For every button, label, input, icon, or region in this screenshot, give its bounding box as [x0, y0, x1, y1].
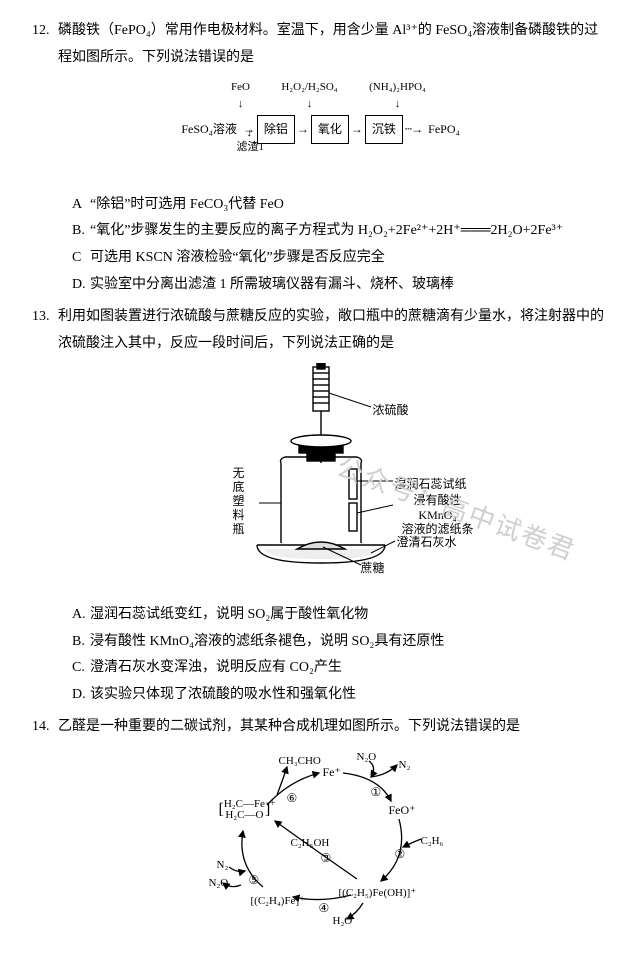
question-14: 14. 乙醛是一种重要的二碳试剂，其某种合成机理如图所示。下列说法错误的是	[32, 714, 609, 937]
q13-option-a: A.湿润石蕊试纸变红，说明 SO₂属于酸性氧化物	[72, 602, 609, 629]
label-bottle-4: 料	[232, 508, 244, 522]
question-12: 12. 磷酸铁（FePO₄）常用作电极材料。室温下，用含少量 Al³⁺的 FeS…	[32, 18, 609, 298]
q14-stem: 14. 乙醛是一种重要的二碳试剂，其某种合成机理如图所示。下列说法错误的是	[32, 714, 609, 741]
q13-stem-line1: 利用如图装置进行浓硫酸与蔗糖反应的实验，敞口瓶中的蔗糖滴有少量水，将注射器中的	[58, 309, 604, 324]
cycle-step-5: ⑤	[249, 869, 260, 892]
down-arrow-icon: ↓	[359, 94, 437, 115]
label-kmno4-1: 浸有酸性KMnO₄	[413, 493, 461, 521]
cycle-c2h4fe: [(C₂H₄)Fe]⁺	[251, 891, 305, 912]
label-limewater: 澄清石灰水	[397, 531, 457, 554]
label-acid: 浓硫酸	[373, 399, 409, 422]
arrow-icon: →	[349, 118, 365, 141]
flow-residue-label: 滤渣1	[237, 137, 265, 158]
q14-stem-text: 乙醛是一种重要的二碳试剂，其某种合成机理如图所示。下列说法错误的是	[58, 719, 520, 734]
cycle-step-1: ①	[371, 781, 382, 804]
q14-number: 14.	[32, 714, 50, 741]
q12-option-c: C可选用 KSCN 溶液检验“氧化”步骤是否反应完全	[72, 245, 609, 272]
q13-option-b: B.浸有酸性 KMnO₄溶液的滤纸条褪色，说明 SO₂具有还原性	[72, 629, 609, 656]
q13-options: A.湿润石蕊试纸变红，说明 SO₂属于酸性氧化物 B.浸有酸性 KMnO₄溶液的…	[32, 602, 609, 708]
label-bottle-3: 塑	[232, 494, 244, 508]
down-arrow-icon: ↓	[221, 94, 261, 115]
cycle-n2-top: N₂	[399, 755, 411, 776]
arrow-icon: →	[295, 118, 311, 141]
label-bottle-1: 无	[232, 466, 244, 480]
q12-options: A“除铝”时可选用 FeCO₃代替 FeO B.“氧化”步骤发生的主要反应的离子…	[32, 192, 609, 298]
cycle-h2o: H₂O	[333, 911, 353, 932]
label-bottle-5: 瓶	[232, 522, 244, 536]
q12-option-b: B.“氧化”步骤发生的主要反应的离子方程式为 H₂O₂+2Fe²⁺+2H⁺═══…	[72, 218, 609, 245]
q13-option-c: C.澄清石灰水变浑浊，说明反应有 CO₂产生	[72, 655, 609, 682]
question-13: 13. 利用如图装置进行浓硫酸与蔗糖反应的实验，敞口瓶中的蔗糖滴有少量水，将注射…	[32, 304, 609, 708]
q12-stem-line1: 磷酸铁（FePO₄）常用作电极材料。室温下，用含少量 Al³⁺的 FeSO₄溶液…	[58, 23, 598, 38]
cycle-complex: [ H₂C—Fe H₂C—O ]+	[219, 799, 276, 822]
flow-box-precipitate: 沉铁	[365, 115, 403, 144]
cycle-n2o-top: N₂O	[357, 747, 377, 768]
q12-flowchart: FeO H₂O₂/H₂SO₄ (NH₄)₂HPO₄ ↓ ↓ ↓ FeSO₄溶液 …	[32, 77, 609, 184]
q12-option-d: D.实验室中分离出滤渣 1 所需玻璃仪器有漏斗、烧杯、玻璃棒	[72, 272, 609, 299]
flow-end: FePO₄	[424, 118, 464, 141]
q12-option-a: A“除铝”时可选用 FeCO₃代替 FeO	[72, 192, 609, 219]
cycle-ch3cho: CH₃CHO	[279, 751, 321, 772]
label-sugar: 蔗糖	[361, 557, 385, 580]
q13-stem-line2: 浓硫酸注入其中，反应一段时间后，下列说法正确的是	[58, 336, 394, 351]
cycle-step-3: ③	[321, 847, 332, 870]
cycle-n2o-left: N₂O	[209, 873, 229, 894]
q12-stem-line2: 程如图所示。下列说法错误的是	[58, 50, 254, 65]
down-arrow-icon: ↓	[275, 94, 345, 115]
q14-cycle: CH₃CHO N₂O N₂ Fe⁺ FeO⁺ C₂H₆ [(C₂H₅)Fe(OH…	[32, 747, 609, 938]
cycle-fe-plus: Fe⁺	[323, 761, 341, 784]
cycle-c2h5feoh: [(C₂H₅)Fe(OH)]⁺	[339, 883, 417, 904]
cycle-step-4: ④	[319, 897, 330, 920]
q12-number: 12.	[32, 18, 50, 45]
dashed-arrow-icon: ┄→	[403, 118, 424, 141]
q12-stem: 12. 磷酸铁（FePO₄）常用作电极材料。室温下，用含少量 Al³⁺的 FeS…	[32, 18, 609, 71]
cycle-step-2: ②	[395, 843, 406, 866]
cycle-n2-left: N₂	[217, 855, 229, 876]
label-bottle-2: 底	[232, 480, 244, 494]
flow-start: FeSO₄溶液	[177, 118, 241, 141]
cycle-step-6: ⑥	[287, 787, 298, 810]
q13-option-d: D.该实验只体现了浓硫酸的吸水性和强氧化性	[72, 682, 609, 709]
q13-apparatus: 浓硫酸 无 底 塑 料 瓶 湿润石蕊试纸 浸有酸性KMnO₄ 溶液的滤纸条 澄清…	[32, 363, 609, 594]
q13-number: 13.	[32, 304, 50, 331]
cycle-c2h6: C₂H₆	[421, 831, 444, 852]
cycle-feo: FeO⁺	[389, 799, 416, 822]
q13-stem: 13. 利用如图装置进行浓硫酸与蔗糖反应的实验，敞口瓶中的蔗糖滴有少量水，将注射…	[32, 304, 609, 357]
flow-box-oxidize: 氧化	[311, 115, 349, 144]
